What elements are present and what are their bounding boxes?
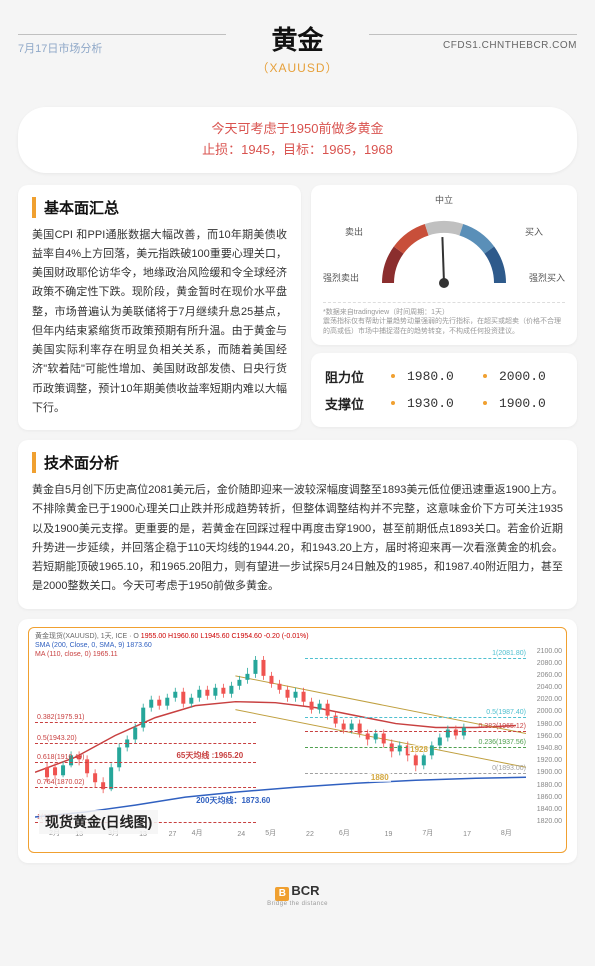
gauge-label-sell: 卖出	[345, 225, 363, 238]
source-url: CFDS1.CHNTHEBCR.COM	[443, 40, 577, 51]
gauge-label-strongsell: 强烈卖出	[323, 271, 359, 284]
resistance-v2: 2000.0	[499, 369, 563, 384]
resistance-v1: 1980.0	[407, 369, 471, 384]
dot-icon	[391, 374, 395, 378]
support-v2: 1900.0	[499, 396, 563, 411]
logo-icon: B	[275, 887, 289, 901]
brand-tagline: Bridge the distance	[0, 901, 595, 907]
support-label: 支撑位	[325, 394, 379, 413]
dot-icon	[483, 401, 487, 405]
levels-card: 阻力位 1980.0 2000.0 支撑位 1930.0 1900.0	[311, 353, 577, 427]
gauge-label-strongbuy: 强烈买入	[529, 271, 565, 284]
brand-name: BCR	[291, 883, 319, 898]
technical-text: 黄金自5月创下历史高位2081美元后，金价随即迎来一波较深幅度调整至1893美元…	[32, 481, 563, 597]
footer: BBCR Bridge the distance	[0, 877, 595, 921]
gauge-icon	[354, 195, 534, 295]
price-chart: 黄金现货(XAUUSD), 1天, ICE · O 1955.00 H1960.…	[31, 630, 564, 850]
technical-card: 技术面分析 黄金自5月创下历史高位2081美元后，金价随即迎来一波较深幅度调整至…	[18, 440, 577, 609]
page-title: 黄金	[256, 20, 338, 57]
banner-line1: 今天可考虑于1950前做多黄金	[38, 119, 557, 140]
fundamental-title: 基本面汇总	[32, 197, 287, 218]
gauge-label-buy: 买入	[525, 225, 543, 238]
support-v1: 1930.0	[407, 396, 471, 411]
plot-area: 1(2081.80)0.382(1975.91)0.5(1943.20)0.61…	[35, 648, 526, 822]
header: 黄金 （XAUUSD） 7月17日市场分析 CFDS1.CHNTHEBCR.CO…	[0, 0, 595, 85]
candlestick-svg	[35, 648, 526, 822]
date-label: 7月17日市场分析	[18, 40, 102, 56]
technical-title: 技术面分析	[32, 452, 563, 473]
gauge-label-neutral: 中立	[435, 193, 453, 206]
gauge-note: *数据来自tradingview（时间周期：1天） 震荡指标仅有帮助计量趋势动量…	[323, 302, 565, 337]
page-subtitle: （XAUUSD）	[256, 59, 338, 76]
resistance-row: 阻力位 1980.0 2000.0	[325, 363, 563, 390]
chart-card: 黄金现货(XAUUSD), 1天, ICE · O 1955.00 H1960.…	[18, 619, 577, 863]
dot-icon	[483, 374, 487, 378]
chart-caption: 现货黄金(日线图)	[39, 810, 158, 834]
recommendation-banner: 今天可考虑于1950前做多黄金 止损：1945，目标：1965，1968	[18, 107, 577, 173]
support-row: 支撑位 1930.0 1900.0	[325, 390, 563, 417]
banner-line2: 止损：1945，目标：1965，1968	[38, 140, 557, 161]
fundamental-text: 美国CPI 和PPI通胀数据大幅改善，而10年期美债收益率自4%上方回落，美元指…	[32, 226, 287, 419]
fundamental-card: 基本面汇总 美国CPI 和PPI通胀数据大幅改善，而10年期美债收益率自4%上方…	[18, 185, 301, 431]
dot-icon	[391, 401, 395, 405]
resistance-label: 阻力位	[325, 367, 379, 386]
y-axis: 2100.002080.002060.002040.002020.002000.…	[528, 648, 562, 822]
gauge-card: 中立 卖出 买入 强烈卖出 强烈买入 *数据来自tradingview（时间周期…	[311, 185, 577, 345]
